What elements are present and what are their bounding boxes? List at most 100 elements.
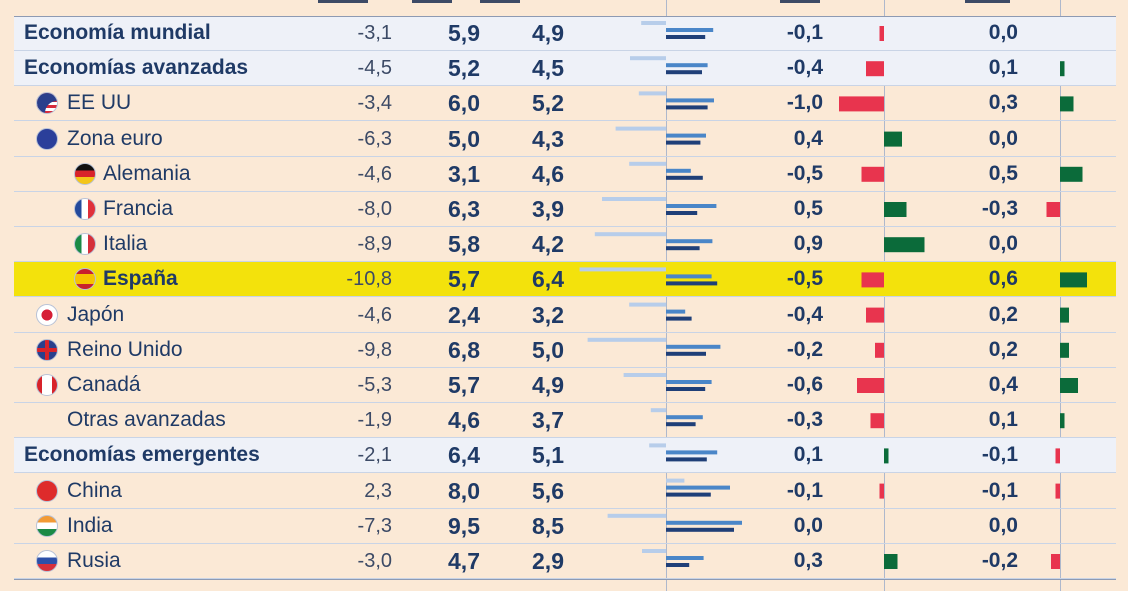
flag-jp-icon: [36, 303, 58, 326]
table-row: Economías emergentes -2,1 6,4 5,1 0,1 -0,1: [14, 438, 1116, 474]
bar-2020: [641, 21, 666, 25]
revision-bar-2022: [1055, 448, 1060, 464]
bar-2022: [666, 316, 692, 321]
value-2020: -8,9: [357, 233, 392, 256]
revision-bar-2021: [879, 483, 884, 499]
bar-2021: [666, 204, 717, 208]
flag-us-icon: [36, 92, 58, 115]
bar-2020: [607, 513, 666, 518]
value-2022: 5,1: [532, 442, 564, 469]
revision-bar-2021: [839, 96, 884, 112]
flag-es-icon: [74, 268, 96, 291]
revision-2022: 0,1: [988, 56, 1018, 80]
value-2020: -3,1: [357, 22, 392, 44]
bar-2021: [666, 274, 712, 279]
revision-bar-2021: [861, 166, 884, 182]
value-2022: 4,3: [532, 125, 564, 152]
revision-2021: -0,5: [786, 267, 823, 291]
table-row: Francia -8,0 6,3 3,9 0,5 -0,3: [14, 192, 1116, 227]
revision-2021: -0,5: [786, 161, 823, 185]
revision-bar-2022: [1060, 272, 1087, 288]
country-name: Otras avanzadas: [67, 408, 226, 432]
revision-bar-2022: [1046, 202, 1060, 217]
bar-2020: [615, 126, 666, 131]
revision-2022: 0,5: [988, 161, 1018, 185]
revision-2022: -0,1: [981, 478, 1018, 502]
revision-bar-2021: [861, 272, 884, 288]
header-swatch-2020: [318, 0, 368, 3]
value-2020: -4,6: [357, 303, 392, 326]
value-2022: 4,2: [532, 231, 564, 258]
country-name: Italia: [103, 232, 148, 256]
revision-2022: 0,2: [988, 337, 1018, 361]
value-2021: 8,0: [448, 477, 480, 504]
value-2022: 4,9: [532, 20, 564, 46]
value-2021: 4,6: [448, 407, 480, 434]
bar-2021: [666, 415, 703, 420]
value-2021: 5,8: [448, 231, 480, 258]
table-row: Alemania -4,6 3,1 4,6 -0,5 0,5: [14, 157, 1116, 192]
value-2022: 3,2: [532, 301, 564, 328]
revision-bar-2022: [1060, 307, 1069, 323]
revision-bar-2022: [1060, 166, 1083, 182]
bar-2021: [666, 239, 713, 244]
revision-bar-2021: [884, 448, 889, 464]
bar-2021: [666, 133, 706, 138]
revision-2022: -0,2: [981, 549, 1018, 572]
revision-bar-2021: [884, 202, 907, 217]
row-separator-0: [14, 16, 1116, 17]
value-2022: 6,4: [532, 266, 564, 293]
revision-2021: 0,5: [793, 197, 823, 220]
revision-2021: 0,1: [793, 443, 823, 467]
revision-bar-2021: [866, 61, 884, 77]
bar-2021: [666, 485, 730, 490]
table-row: EE UU -3,4 6,0 5,2 -1,0 0,3: [14, 86, 1116, 122]
bar-2021: [666, 344, 721, 349]
value-2021: 5,0: [448, 125, 480, 152]
revision-bar-2022: [1060, 413, 1065, 429]
value-2022: 2,9: [532, 548, 564, 574]
revision-2022: 0,2: [988, 302, 1018, 326]
revision-2021: -0,1: [786, 478, 823, 502]
value-2020: -6,3: [357, 127, 392, 150]
revision-2022: -0,1: [981, 443, 1018, 467]
value-2020: -4,5: [357, 57, 392, 80]
table-row: España -10,8 5,7 6,4 -0,5 0,6: [14, 262, 1116, 298]
value-2020: -7,3: [357, 514, 392, 537]
bar-2022: [666, 35, 706, 39]
revision-2022: 0,0: [988, 232, 1018, 256]
revision-bar-2021: [879, 26, 884, 41]
revision-2021: 0,0: [793, 513, 823, 537]
value-2020: -3,4: [357, 92, 392, 115]
revision-bar-2021: [870, 413, 884, 429]
value-2021: 9,5: [448, 512, 480, 539]
revision-2021: -0,4: [786, 56, 823, 80]
table-row: Italia -8,9 5,8 4,2 0,9 0,0: [14, 227, 1116, 263]
value-2021: 6,0: [448, 90, 480, 117]
header-swatch-2021: [412, 0, 452, 3]
value-2021: 4,7: [448, 548, 480, 574]
value-2020: -10,8: [346, 268, 392, 291]
revision-bar-2021: [857, 378, 884, 393]
flag-fr-icon: [74, 198, 96, 220]
bar-2020: [630, 56, 666, 61]
value-2021: 6,3: [448, 196, 480, 222]
revision-bar-2021: [866, 307, 884, 323]
bar-2020: [629, 302, 666, 307]
value-2020: -3,0: [357, 550, 392, 572]
bar-2022: [666, 351, 706, 356]
value-2020: 2,3: [364, 479, 392, 502]
bar-2021: [666, 520, 742, 525]
bar-2022: [666, 211, 698, 215]
bar-2022: [666, 457, 707, 462]
bar-2020: [642, 549, 666, 553]
revision-2021: -0,4: [786, 302, 823, 326]
revision-2022: 0,0: [988, 513, 1018, 537]
header-swatch-2022: [480, 0, 520, 3]
table-row: Economías avanzadas -4,5 5,2 4,5 -0,4 0,1: [14, 51, 1116, 87]
table-row: Economía mundial -3,1 5,9 4,9 -0,1 0,0: [14, 16, 1116, 51]
country-name: EE UU: [67, 91, 132, 115]
value-2022: 5,6: [532, 477, 564, 504]
bar-2022: [666, 387, 706, 391]
country-name: Francia: [103, 197, 174, 220]
